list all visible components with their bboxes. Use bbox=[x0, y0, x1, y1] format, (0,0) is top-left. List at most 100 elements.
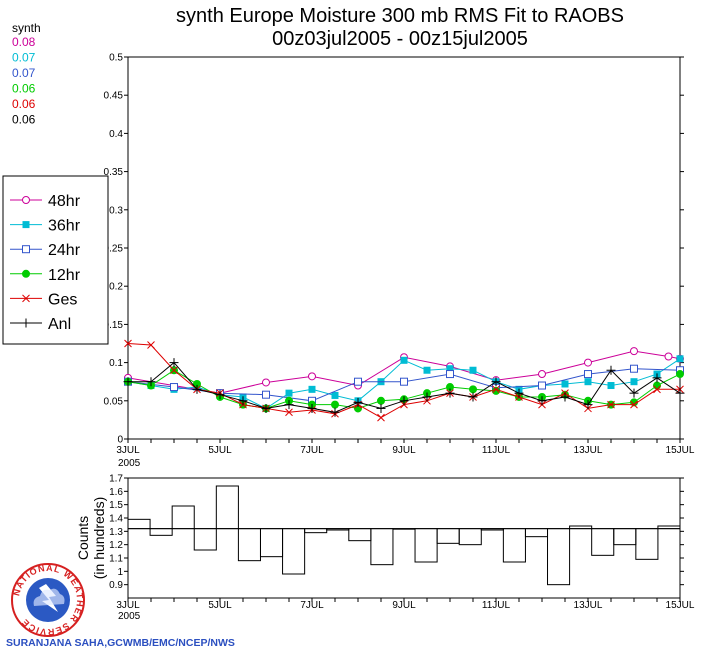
legend-label: 48hr bbox=[48, 193, 81, 210]
marker-24hr bbox=[262, 390, 270, 399]
count-y-tick-label: 1.3 bbox=[109, 527, 123, 538]
marker-anl bbox=[353, 397, 363, 407]
count-ylabel-line2: (in hundreds) bbox=[91, 497, 107, 580]
marker-anl bbox=[21, 318, 31, 328]
count-ylabel-line1: Counts bbox=[75, 516, 91, 560]
marker-anl bbox=[376, 403, 386, 413]
marker-anl bbox=[330, 407, 340, 417]
y-tick-label: 0.5 bbox=[109, 53, 123, 64]
x-tick-label: 3JUL bbox=[116, 445, 140, 456]
count-y-tick-label: 1.6 bbox=[109, 487, 123, 498]
marker-12hr bbox=[676, 370, 684, 379]
marker-24hr bbox=[538, 381, 546, 390]
marker-anl bbox=[284, 400, 294, 410]
summary-value: 0.06 bbox=[12, 113, 36, 127]
marker-ges bbox=[630, 400, 638, 409]
marker-48hr bbox=[584, 358, 592, 367]
count-x-tick-label: 13JUL bbox=[574, 600, 603, 611]
marker-36hr bbox=[400, 356, 408, 364]
marker-36hr bbox=[285, 389, 293, 397]
count-x-tick-label: 11JUL bbox=[482, 600, 511, 611]
marker-36hr bbox=[446, 365, 454, 373]
count-y-tick-label: 1.2 bbox=[109, 540, 123, 551]
marker-24hr bbox=[446, 370, 454, 379]
marker-anl bbox=[238, 396, 248, 406]
marker-48hr bbox=[664, 352, 673, 361]
marker-anl bbox=[146, 377, 156, 387]
count-y-tick-label: 1.5 bbox=[109, 500, 123, 511]
legend-item-48hr: 48hr bbox=[10, 193, 81, 210]
x-tick-label: 5JUL bbox=[208, 445, 232, 456]
y-tick-label: 0.05 bbox=[104, 396, 124, 407]
marker-anl bbox=[514, 388, 524, 398]
marker-24hr bbox=[354, 377, 362, 386]
marker-48hr bbox=[630, 347, 638, 356]
marker-ges bbox=[285, 408, 293, 417]
marker-36hr bbox=[676, 355, 684, 363]
count-y-tick-label: 1.4 bbox=[109, 514, 123, 525]
count-ylabel: Counts (in hundreds) bbox=[75, 497, 107, 580]
legend-item-anl: Anl bbox=[10, 316, 71, 333]
marker-anl bbox=[583, 400, 593, 410]
chart-subtitle: 00z03jul2005 - 00z15jul2005 bbox=[272, 28, 528, 50]
credit: SURANJANA SAHA,GCWMB/EMC/NCEP/NWS bbox=[6, 637, 235, 649]
marker-48hr bbox=[262, 378, 270, 387]
marker-36hr bbox=[607, 382, 615, 390]
legend-label: 36hr bbox=[48, 218, 81, 235]
y-tick-label: 0.1 bbox=[109, 358, 123, 369]
marker-anl bbox=[468, 392, 478, 402]
summary-stats: synth 0.080.070.070.060.060.06 bbox=[12, 21, 41, 127]
marker-ges bbox=[147, 341, 155, 349]
y-tick-label: 0.45 bbox=[104, 91, 124, 102]
marker-48hr bbox=[308, 372, 316, 381]
marker-anl bbox=[606, 365, 616, 375]
count-y-tick-label: 1 bbox=[117, 567, 123, 578]
marker-ges bbox=[22, 294, 30, 303]
x-tick-label: 9JUL bbox=[392, 445, 416, 456]
summary-value: 0.07 bbox=[12, 51, 36, 65]
marker-ges bbox=[653, 385, 661, 394]
count-y-tick-label: 1.1 bbox=[109, 554, 123, 565]
marker-anl bbox=[675, 388, 685, 398]
y-tick-label: 0.3 bbox=[109, 205, 123, 216]
legend-box bbox=[2, 175, 109, 345]
legend: 48hr 36hr 24hr 12hr Ges Anl bbox=[2, 175, 109, 345]
marker-anl bbox=[399, 396, 409, 406]
summary-value: 0.08 bbox=[12, 35, 36, 49]
legend-label: Anl bbox=[48, 316, 71, 333]
marker-12hr bbox=[653, 381, 661, 390]
marker-anl bbox=[422, 392, 432, 402]
y-tick-label: 0 bbox=[117, 435, 123, 446]
marker-36hr bbox=[584, 378, 592, 386]
summary-value: 0.07 bbox=[12, 66, 36, 80]
nws-logo: NATIONAL WEATHER SERVICE bbox=[11, 563, 85, 637]
marker-12hr bbox=[492, 386, 500, 395]
marker-48hr bbox=[22, 196, 30, 204]
y-tick-label: 0.2 bbox=[109, 282, 123, 293]
marker-ges-stroke bbox=[653, 385, 661, 394]
marker-ges-stroke bbox=[607, 400, 615, 409]
marker-anl bbox=[215, 390, 225, 400]
count-x-tick-year: 2005 bbox=[118, 611, 141, 622]
logo-cloud-icon bbox=[33, 588, 65, 606]
y-tick-label: 0.15 bbox=[104, 320, 124, 331]
legend-item-36hr: 36hr bbox=[10, 218, 81, 235]
marker-anl bbox=[491, 377, 501, 387]
count-axes: 0.9 1 1.1 1.2 1.3 1.4 1.5 1.6 1.7 3JUL 5JUL 7JUL 9JU… bbox=[109, 474, 695, 623]
marker-24hr bbox=[630, 364, 638, 373]
marker-anl bbox=[629, 388, 639, 398]
marker-24hr bbox=[400, 377, 408, 386]
series-anl bbox=[123, 358, 685, 417]
marker-48hr bbox=[538, 370, 546, 379]
count-bars bbox=[127, 485, 681, 586]
main-axes: 0 0.05 0.1 0.15 0.2 0.25 0.3 0.35 0.4 0.45 0.5 3JUL… bbox=[104, 53, 695, 470]
legend-label: 12hr bbox=[48, 267, 81, 284]
x-tick-label: 11JUL bbox=[482, 445, 511, 456]
marker-12hr bbox=[331, 400, 339, 409]
marker-ges-stroke bbox=[147, 341, 155, 349]
legend-label: Ges bbox=[48, 291, 77, 308]
marker-ges-stroke bbox=[124, 339, 132, 348]
marker-anl bbox=[192, 384, 202, 394]
x-tick-label: 13JUL bbox=[574, 445, 603, 456]
marker-ges-stroke bbox=[630, 400, 638, 409]
